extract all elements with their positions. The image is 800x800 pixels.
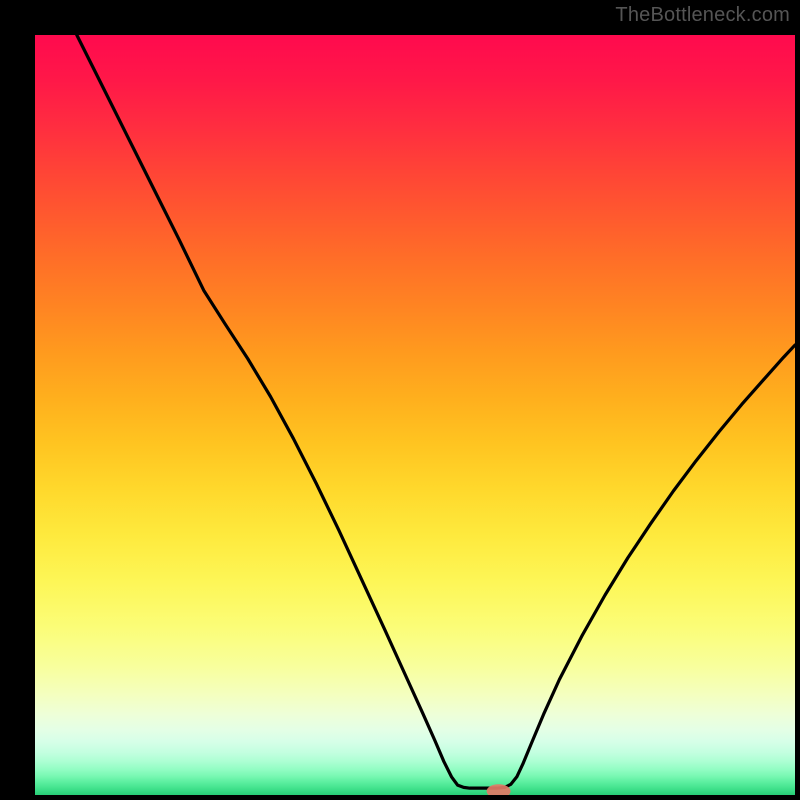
chart-background (35, 35, 795, 795)
chart-frame: TheBottleneck.com (0, 0, 800, 800)
watermark-text: TheBottleneck.com (615, 4, 790, 27)
chart-svg (35, 35, 795, 795)
chart-plot (35, 35, 795, 795)
